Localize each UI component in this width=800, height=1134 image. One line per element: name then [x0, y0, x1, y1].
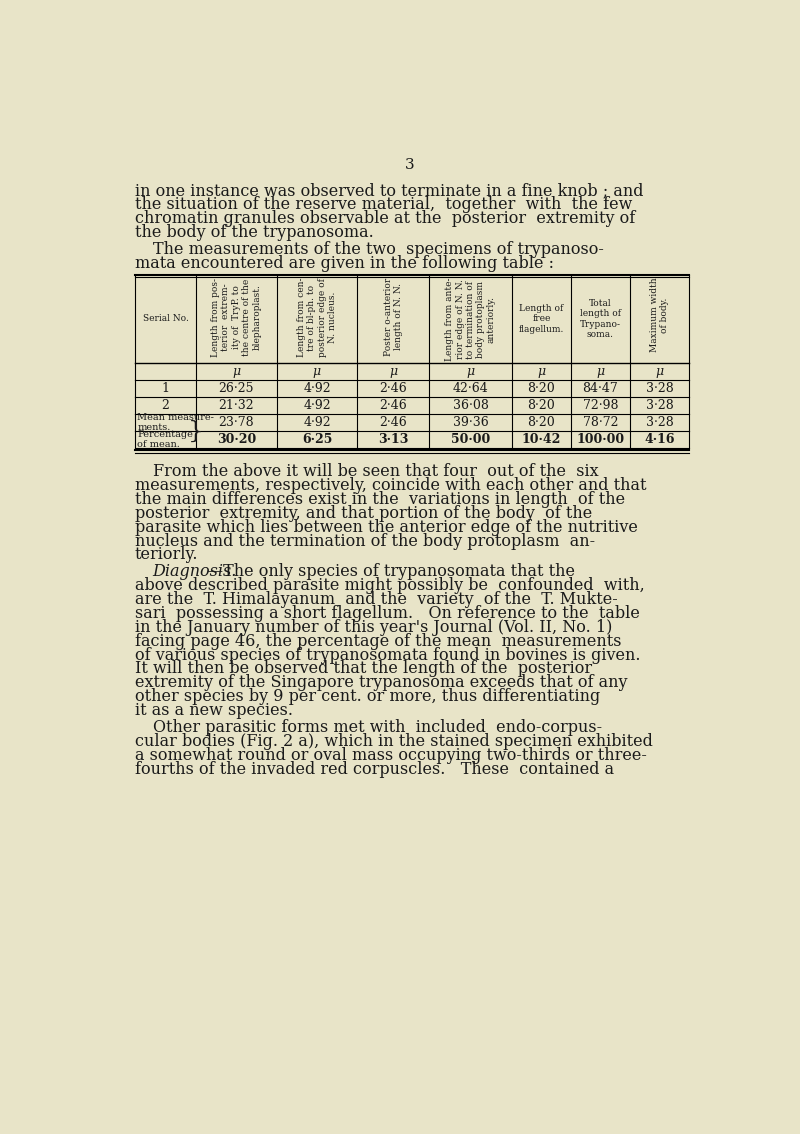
- Text: 84·47: 84·47: [582, 382, 618, 395]
- Text: 8·20: 8·20: [527, 399, 555, 412]
- Text: 50·00: 50·00: [451, 433, 490, 446]
- Text: μ: μ: [538, 365, 546, 379]
- Text: in the January number of this year's Journal (Vol. II, No. 1): in the January number of this year's Jou…: [135, 619, 612, 636]
- Text: 8·20: 8·20: [527, 416, 555, 429]
- Text: are the  T. Himalayanum  and the  variety  of the  T. Mukte-: are the T. Himalayanum and the variety o…: [135, 591, 618, 608]
- Text: 4·92: 4·92: [303, 399, 330, 412]
- Text: 10·42: 10·42: [522, 433, 561, 446]
- Text: 3·28: 3·28: [646, 416, 674, 429]
- Text: 3: 3: [405, 158, 415, 171]
- Text: Length of
free
flagellum.: Length of free flagellum.: [518, 304, 564, 333]
- Text: From the above it will be seen that four  out of the  six: From the above it will be seen that four…: [153, 464, 598, 481]
- Text: —The only species of trypanosomata that the: —The only species of trypanosomata that …: [207, 564, 575, 581]
- Text: 2: 2: [162, 399, 170, 412]
- Text: chromatin granules observable at the  posterior  extremity of: chromatin granules observable at the pos…: [135, 210, 635, 227]
- Text: Maximum width
of body.: Maximum width of body.: [650, 278, 669, 353]
- Text: Length from cen-
tre of bl-ph. to
posterior edge of
N. nucleus.: Length from cen- tre of bl-ph. to poster…: [297, 278, 337, 357]
- Text: 2·46: 2·46: [379, 416, 407, 429]
- Text: facing page 46, the percentage of the mean  measurements: facing page 46, the percentage of the me…: [135, 633, 622, 650]
- Text: Other parasitic forms met with  included  endo-corpus-: Other parasitic forms met with included …: [153, 719, 602, 736]
- Text: 2·46: 2·46: [379, 382, 407, 395]
- Text: Serial No.: Serial No.: [142, 314, 188, 323]
- Text: above described parasite might possibly be  confounded  with,: above described parasite might possibly …: [135, 577, 645, 594]
- Text: μ: μ: [655, 365, 663, 379]
- Text: μ: μ: [313, 365, 321, 379]
- Text: 2·46: 2·46: [379, 399, 407, 412]
- Text: Length from pos-
terior  extrem-
ity of  TryP. to
the centre of the
blepharoplas: Length from pos- terior extrem- ity of T…: [211, 278, 262, 357]
- Text: in one instance was observed to terminate in a fine knob ; and: in one instance was observed to terminat…: [135, 183, 643, 200]
- Text: it as a new species.: it as a new species.: [135, 702, 293, 719]
- Text: μ: μ: [232, 365, 241, 379]
- Text: 3·13: 3·13: [378, 433, 409, 446]
- Text: 4·92: 4·92: [303, 382, 330, 395]
- Text: μ: μ: [389, 365, 398, 379]
- Text: 72·98: 72·98: [582, 399, 618, 412]
- Text: the situation of the reserve material,  together  with  the few: the situation of the reserve material, t…: [135, 196, 632, 213]
- Text: the main differences exist in the  variations in length  of the: the main differences exist in the variat…: [135, 491, 625, 508]
- Text: measurements, respectively, coincide with each other and that: measurements, respectively, coincide wit…: [135, 477, 646, 494]
- Text: 30·20: 30·20: [217, 433, 256, 446]
- Text: 6·25: 6·25: [302, 433, 332, 446]
- Text: extremity of the Singapore trypanosoma exceeds that of any: extremity of the Singapore trypanosoma e…: [135, 675, 627, 692]
- Text: It will then be observed that the length of the  posterior: It will then be observed that the length…: [135, 660, 592, 677]
- Text: The measurements of the two  specimens of trypanoso-: The measurements of the two specimens of…: [153, 240, 603, 257]
- Text: Length from ante-
rior edge of N. N.
to termination of
body protoplasm
anteriorl: Length from ante- rior edge of N. N. to …: [446, 278, 496, 362]
- Text: cular bodies (Fig. 2 a), which in the stained specimen exhibited: cular bodies (Fig. 2 a), which in the st…: [135, 733, 653, 750]
- Text: fourths of the invaded red corpuscles.   These  contained a: fourths of the invaded red corpuscles. T…: [135, 761, 614, 778]
- Text: other species by 9 per cent. or more, thus differentiating: other species by 9 per cent. or more, th…: [135, 688, 600, 705]
- Text: }: }: [188, 420, 204, 442]
- Text: teriorly.: teriorly.: [135, 547, 198, 564]
- Text: 1: 1: [162, 382, 170, 395]
- Text: 42·64: 42·64: [453, 382, 489, 395]
- Text: posterior  extremity, and that portion of the body  of the: posterior extremity, and that portion of…: [135, 505, 592, 522]
- Text: 78·72: 78·72: [582, 416, 618, 429]
- Text: 26·25: 26·25: [218, 382, 254, 395]
- Text: 4·92: 4·92: [303, 416, 330, 429]
- Text: 100·00: 100·00: [577, 433, 625, 446]
- Text: μ: μ: [466, 365, 474, 379]
- Text: Total
length of
Trypano-
soma.: Total length of Trypano- soma.: [580, 299, 621, 339]
- Text: Mean measure-
ments.: Mean measure- ments.: [138, 413, 214, 432]
- Text: μ: μ: [597, 365, 605, 379]
- Text: 3·28: 3·28: [646, 399, 674, 412]
- Text: 39·36: 39·36: [453, 416, 489, 429]
- Text: mata encountered are given in the following table :: mata encountered are given in the follow…: [135, 255, 554, 272]
- Text: 36·08: 36·08: [453, 399, 489, 412]
- Text: 4·16: 4·16: [644, 433, 674, 446]
- Text: 21·32: 21·32: [218, 399, 254, 412]
- Text: parasite which lies between the anterior edge of the nutritive: parasite which lies between the anterior…: [135, 518, 638, 535]
- Text: Diagnosis.: Diagnosis.: [153, 564, 237, 581]
- Text: the body of the trypanosoma.: the body of the trypanosoma.: [135, 223, 374, 240]
- Text: sari  possessing a short flagellum.   On reference to the  table: sari possessing a short flagellum. On re…: [135, 606, 640, 623]
- Text: Percentage
of mean.: Percentage of mean.: [138, 430, 193, 449]
- Text: a somewhat round or oval mass occupying two-thirds or three-: a somewhat round or oval mass occupying …: [135, 746, 646, 763]
- Text: of various species of trypanosomata found in bovines is given.: of various species of trypanosomata foun…: [135, 646, 640, 663]
- Text: 23·78: 23·78: [218, 416, 254, 429]
- Text: 3·28: 3·28: [646, 382, 674, 395]
- Text: Poster o-anterior
length of N. N.: Poster o-anterior length of N. N.: [383, 278, 403, 356]
- Text: nucleus and the termination of the body protoplasm  an-: nucleus and the termination of the body …: [135, 533, 595, 550]
- Text: 8·20: 8·20: [527, 382, 555, 395]
